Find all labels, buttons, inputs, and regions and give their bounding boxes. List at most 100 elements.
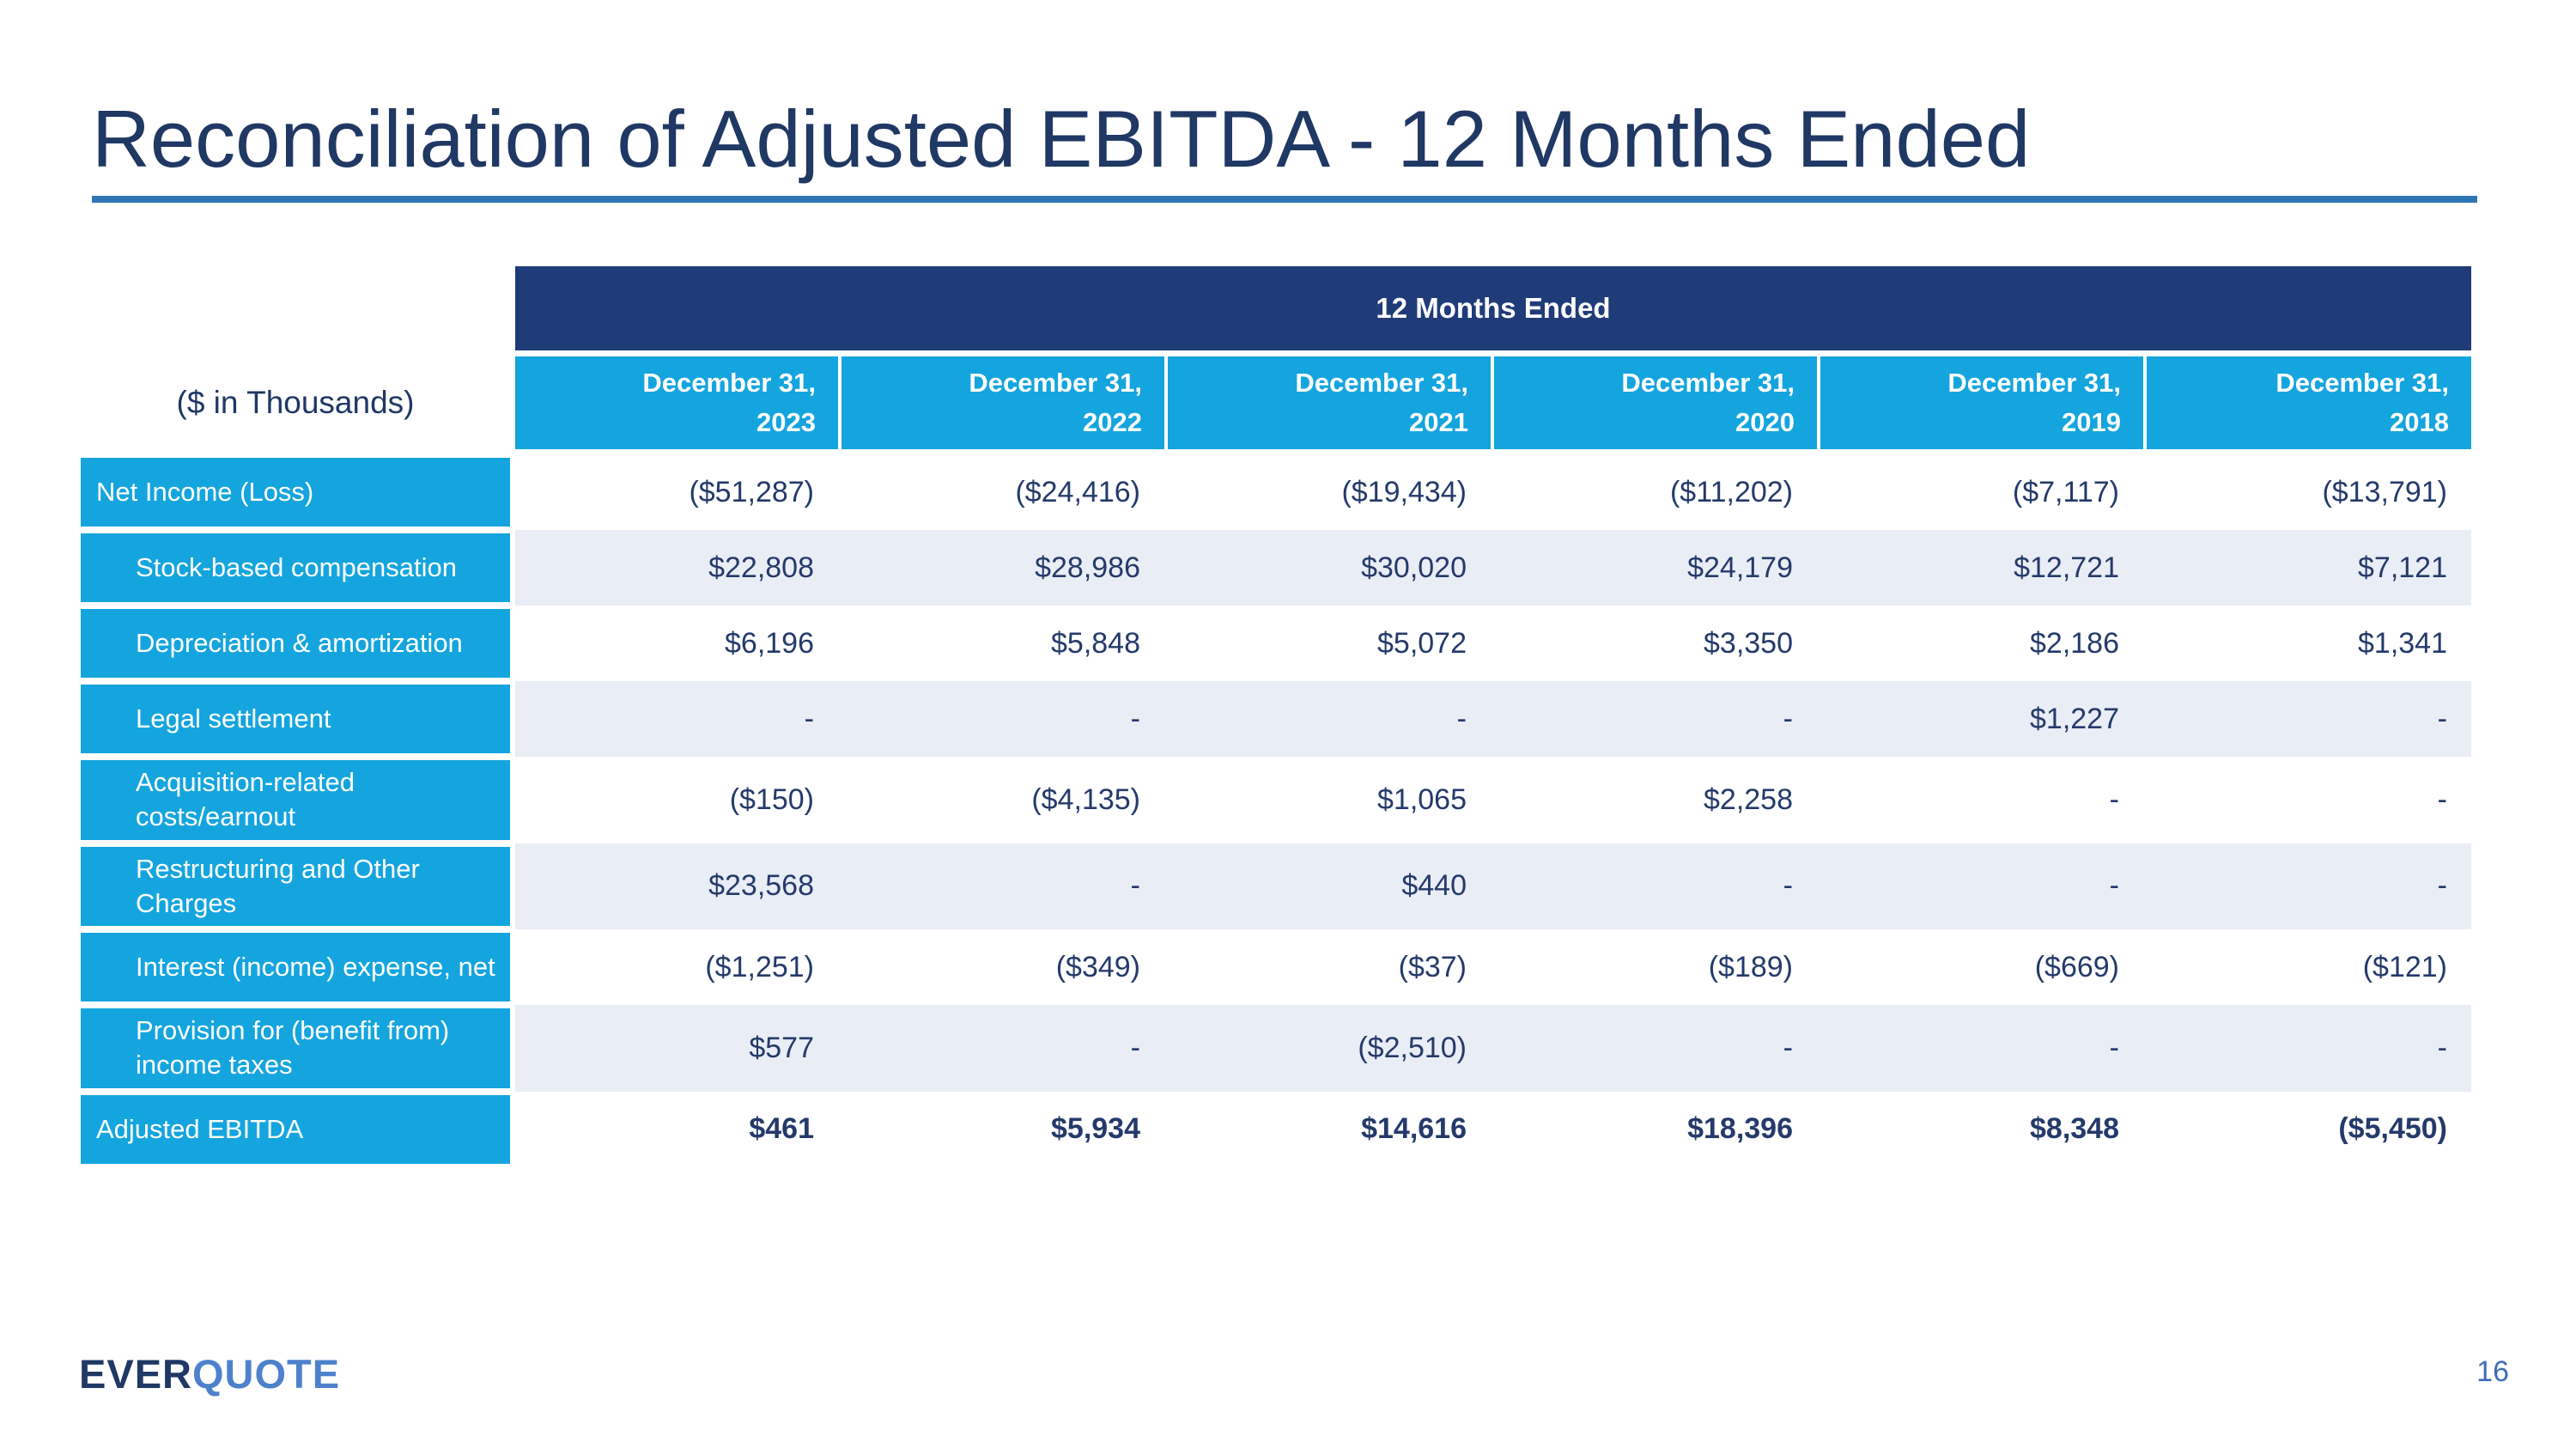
value-cell: ($349) xyxy=(1055,950,1140,983)
value-cell: ($51,287) xyxy=(689,475,814,508)
value-cell: $24,179 xyxy=(1687,551,1793,584)
value-cell: - xyxy=(1783,1031,1793,1064)
row-values: $22,808 $28,986 $30,020 $24,179 $12,721 $7,12… xyxy=(515,530,2471,606)
row-label: Restructuring and Other Charges xyxy=(81,846,510,927)
column-header-line1: December 31, xyxy=(642,367,816,398)
row-values: ($51,287) ($24,416) ($19,434) ($11,202) ($7,… xyxy=(515,454,2471,530)
column-headers: December 31, 2023 December 31, 2022 December… xyxy=(515,356,2471,449)
row-values: $6,196 $5,848 $5,072 $3,350 $2,186 $1,341 xyxy=(515,606,2471,681)
column-header-line1: December 31, xyxy=(1295,367,1468,398)
row-values: ($1,251) ($349) ($37) ($189) ($669) ($121) xyxy=(515,929,2471,1005)
value-cell: $5,848 xyxy=(1051,626,1140,660)
logo-quote: QUOTE xyxy=(192,1351,341,1397)
row-values: $461 $5,934 $14,616 $18,396 $8,348 ($5,450) xyxy=(515,1092,2471,1167)
row-label: Stock-based compensation xyxy=(81,533,510,602)
table-row: Depreciation & amortization $6,196 $5,848 $… xyxy=(81,606,2471,681)
value-cell: $1,065 xyxy=(1377,782,1467,816)
column-header: December 31, 2020 xyxy=(1494,356,1817,449)
value-cell: - xyxy=(1783,869,1793,903)
everquote-logo: EVERQUOTE xyxy=(79,1350,340,1397)
table-group-header: 12 Months Ended xyxy=(515,266,2471,350)
column-header: December 31, 2018 xyxy=(2147,356,2471,449)
column-header-line2: 2018 xyxy=(2390,407,2449,437)
value-cell: ($11,202) xyxy=(1669,475,1793,508)
value-cell: $440 xyxy=(1401,869,1467,903)
column-header-line2: 2019 xyxy=(2062,407,2121,437)
column-header: December 31, 2023 xyxy=(515,356,838,449)
row-label: Adjusted EBITDA xyxy=(81,1094,510,1164)
table-body: Net Income (Loss) ($51,287) ($24,416) ($19,… xyxy=(81,454,2471,1167)
column-header-line1: December 31, xyxy=(1947,367,2121,398)
value-cell: ($5,450) xyxy=(2338,1112,2447,1146)
table-row: Acquisition-related costs/earnout ($150) (… xyxy=(81,757,2471,843)
value-cell: ($150) xyxy=(729,782,814,816)
value-cell: $2,186 xyxy=(2030,626,2119,660)
value-cell: - xyxy=(2437,1031,2447,1064)
value-cell: ($2,510) xyxy=(1358,1031,1467,1064)
column-header-line1: December 31, xyxy=(2275,367,2449,398)
row-label: Interest (income) expense, net xyxy=(81,933,510,1002)
table-row: Adjusted EBITDA $461 $5,934 $14,616 $18,396 $… xyxy=(81,1092,2471,1167)
value-cell: ($19,434) xyxy=(1341,475,1467,508)
row-label: Depreciation & amortization xyxy=(81,609,510,678)
logo-ever: EVER xyxy=(79,1351,192,1397)
table-header-row: ($ in Thousands) December 31, 2023 Decembe… xyxy=(81,356,2471,449)
table-row: Restructuring and Other Charges $23,568- $… xyxy=(81,843,2471,930)
row-values: $23,568 - $440 - - - xyxy=(515,843,2471,930)
value-cell: $2,258 xyxy=(1704,782,1793,816)
column-header-line2: 2021 xyxy=(1409,407,1468,437)
row-label: Net Income (Loss) xyxy=(81,458,510,527)
value-cell: $18,396 xyxy=(1687,1112,1793,1146)
column-header-line2: 2020 xyxy=(1735,407,1795,437)
value-cell: $6,196 xyxy=(725,626,814,660)
value-cell: - xyxy=(2437,782,2447,816)
column-header: December 31, 2019 xyxy=(1820,356,2143,449)
value-cell: $5,072 xyxy=(1377,626,1467,660)
value-cell: $3,350 xyxy=(1704,626,1793,660)
column-header-line2: 2022 xyxy=(1083,407,1142,437)
table-row: Stock-based compensation $22,808 $28,986 $3… xyxy=(81,530,2471,606)
value-cell: ($37) xyxy=(1398,950,1467,983)
value-cell: $8,348 xyxy=(2030,1112,2119,1146)
value-cell: ($189) xyxy=(1708,950,1793,983)
title-underline xyxy=(92,196,2477,203)
value-cell: $7,121 xyxy=(2358,551,2447,584)
row-label: Provision for (benefit from) income taxe… xyxy=(81,1008,510,1088)
row-label: Legal settlement xyxy=(81,685,510,753)
column-header: December 31, 2022 xyxy=(841,356,1164,449)
value-cell: ($121) xyxy=(2362,950,2447,983)
value-cell: ($4,135) xyxy=(1031,782,1140,816)
row-label: Acquisition-related costs/earnout xyxy=(81,760,510,840)
value-cell: - xyxy=(1783,702,1793,735)
value-cell: - xyxy=(1130,869,1140,903)
page-title: Reconciliation of Adjusted EBITDA - 12 M… xyxy=(92,94,2031,184)
value-cell: - xyxy=(2109,1031,2119,1064)
value-cell: $30,020 xyxy=(1361,551,1467,584)
value-cell: - xyxy=(1130,1031,1140,1064)
value-cell: ($7,117) xyxy=(2012,475,2119,508)
value-cell: - xyxy=(2109,869,2119,903)
units-label: ($ in Thousands) xyxy=(176,385,415,420)
table-row: Interest (income) expense, net ($1,251) ($… xyxy=(81,929,2471,1005)
table-row: Legal settlement - - - - $1,227 - xyxy=(81,681,2471,757)
value-cell: - xyxy=(1456,702,1467,735)
value-cell: $461 xyxy=(749,1112,814,1146)
value-cell: ($669) xyxy=(2034,950,2119,983)
value-cell: - xyxy=(2109,782,2119,816)
value-cell: $22,808 xyxy=(708,551,814,584)
value-cell: $577 xyxy=(749,1031,814,1064)
value-cell: - xyxy=(1130,702,1140,735)
value-cell: ($24,416) xyxy=(1015,475,1140,508)
value-cell: ($1,251) xyxy=(705,950,814,983)
table-row: Net Income (Loss) ($51,287) ($24,416) ($19,… xyxy=(81,454,2471,530)
row-values: - - - - $1,227 - xyxy=(515,681,2471,757)
value-cell: $12,721 xyxy=(2014,551,2119,584)
value-cell: ($13,791) xyxy=(2322,475,2447,508)
value-cell: $28,986 xyxy=(1035,551,1140,584)
value-cell: - xyxy=(2437,869,2447,903)
table-row: Provision for (benefit from) income taxe… xyxy=(81,1005,2471,1092)
column-header-line2: 2023 xyxy=(756,407,816,437)
column-header: December 31, 2021 xyxy=(1168,356,1491,449)
column-header-line1: December 31, xyxy=(969,367,1142,398)
